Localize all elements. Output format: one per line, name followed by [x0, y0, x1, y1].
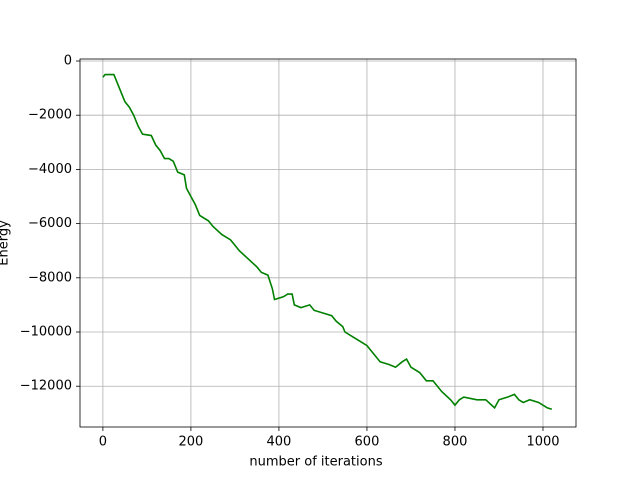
x-tick-label: 600 [355, 435, 380, 450]
y-tick-label: 0 [64, 54, 72, 69]
y-tick-label: −2000 [28, 108, 72, 123]
y-tick-label: −6000 [28, 216, 72, 231]
x-tick-label: 200 [178, 435, 203, 450]
y-tick-label: −8000 [28, 270, 72, 285]
y-tick-label: −12000 [20, 379, 72, 394]
y-axis-label: Energy [0, 220, 12, 266]
x-tick-label: 800 [443, 435, 468, 450]
data-line [102, 73, 553, 411]
x-tick-label: 0 [99, 435, 107, 450]
y-tick-label: −4000 [28, 162, 72, 177]
x-tick-label: 1000 [526, 435, 559, 450]
x-axis-label: number of iterations [249, 455, 382, 470]
y-tick-label: −10000 [20, 325, 72, 340]
x-tick-label: 400 [267, 435, 292, 450]
plot-frame [79, 58, 577, 428]
